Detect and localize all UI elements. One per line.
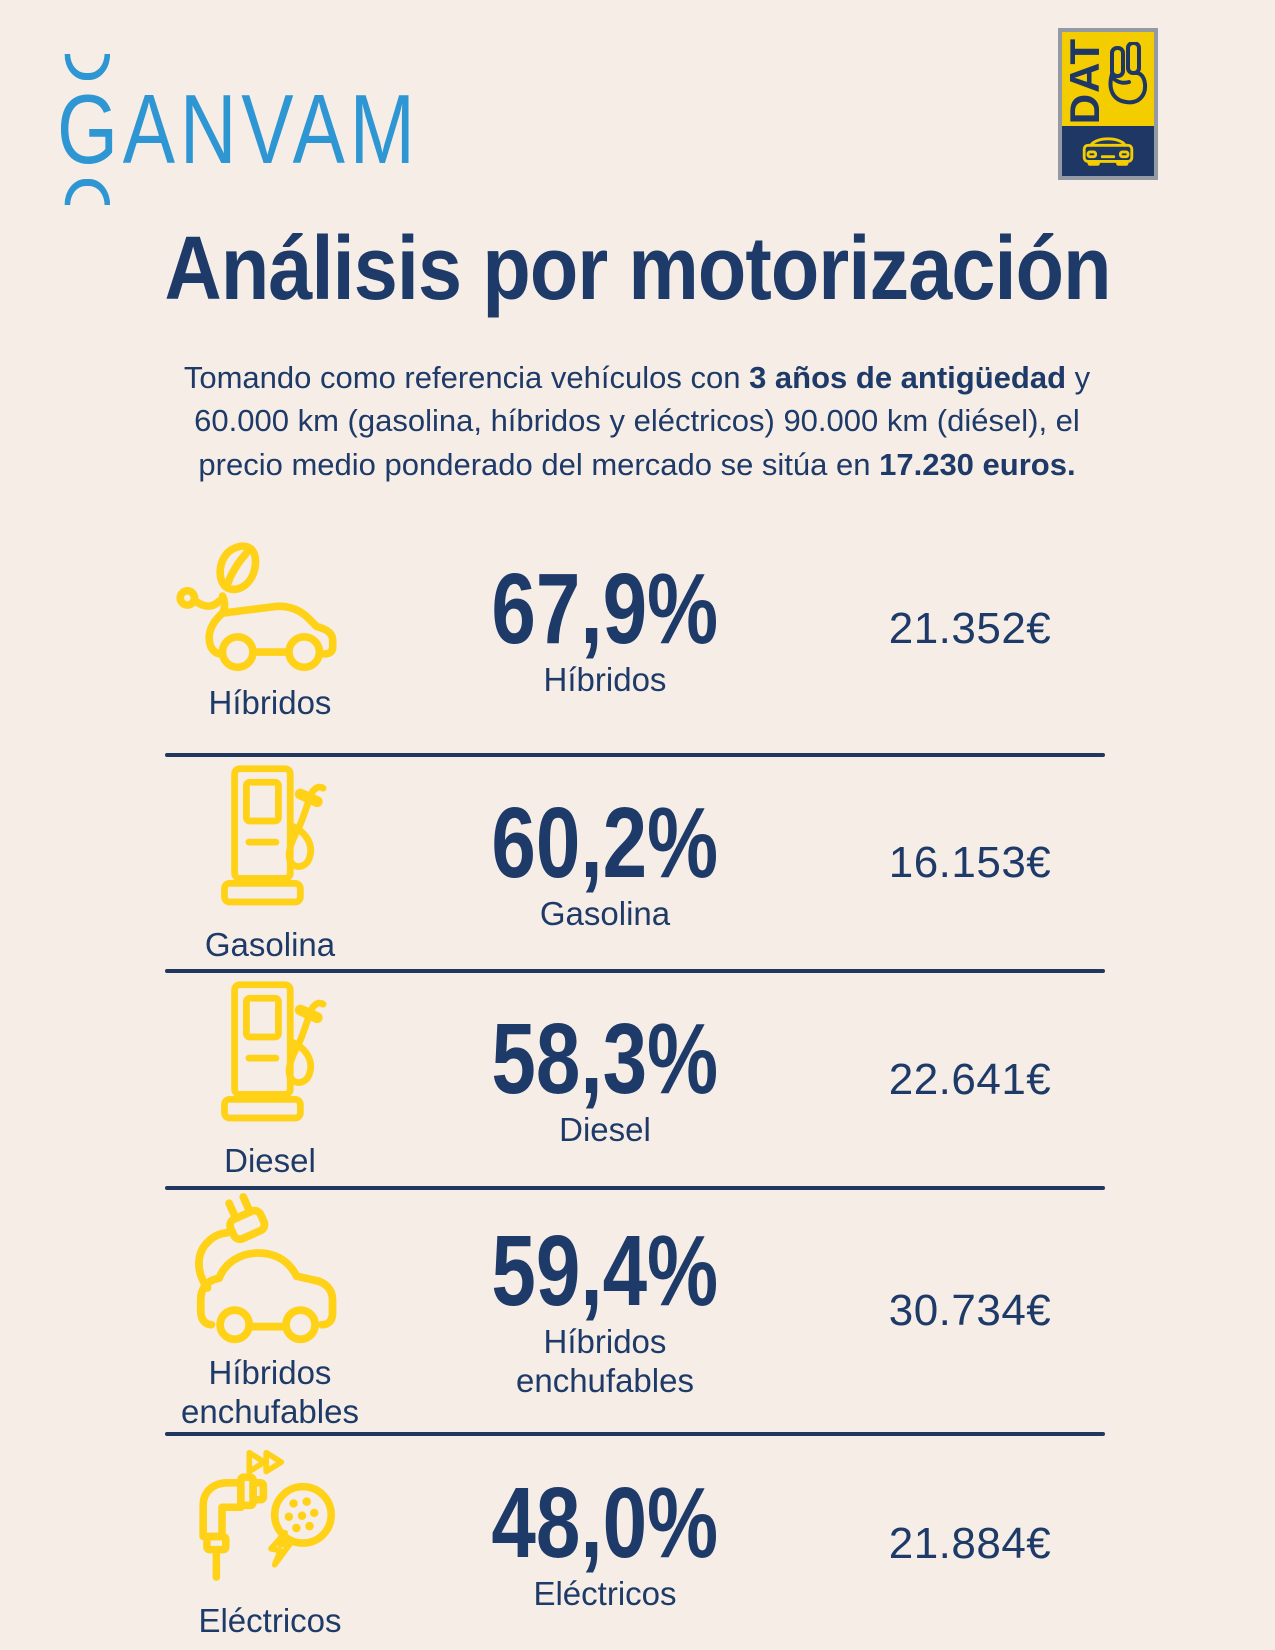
fuel-pump-icon [221,981,327,1122]
percent-label: Eléctricos [533,1575,677,1613]
row-divider [165,969,1105,973]
dat-logo-label: DAT [1061,38,1108,125]
intro-text: Tomando como referencia vehículos con 3 … [183,360,1091,482]
row-diesel: Diesel 58,3% Diesel 22.641€ [165,973,1105,1186]
ganvam-logo-text: ANVAM [122,74,420,184]
page-title: Análisis por motorización [164,219,1111,319]
car-front-icon [1082,137,1134,166]
ganvam-logo: GANVAM [57,80,420,178]
icon-label: Híbridos enchufables [181,1353,359,1430]
dat-logo: DAT [1058,28,1158,180]
price-value: 21.352€ [888,604,1052,653]
fuel-pump-icon [221,764,327,905]
price-value: 21.884€ [888,1518,1052,1568]
percent-value: 60,2% [491,786,719,899]
row-divider [165,1186,1105,1190]
percent-value: 48,0% [491,1467,719,1580]
row-hibridos: Híbridos 67,9% Híbridos 21.352€ [165,505,1105,753]
percent-label: Diesel [559,1111,651,1149]
row-divider [165,1432,1105,1436]
row-hibridos-enchufables: Híbridos enchufables 59,4% Híbridos ench… [165,1190,1105,1432]
dat-logo-top: DAT [1061,32,1154,126]
icon-label: Gasolina [204,925,336,963]
price-value: 30.734€ [888,1286,1052,1335]
row-gasolina: Gasolina 60,2% Gasolina 16.153€ [165,757,1105,969]
price-value: 22.641€ [888,1054,1052,1104]
price-value: 16.153€ [888,838,1052,887]
oath-hand-icon [1108,42,1148,105]
ganvam-g-with-breves: G [57,74,123,184]
icon-label: Híbridos [208,683,332,721]
motorization-table: Híbridos 67,9% Híbridos 21.352€ [165,505,1105,1650]
percent-value: 58,3% [491,1003,719,1116]
percent-label: Híbridos enchufables [515,1323,694,1399]
percent-label: Híbridos [543,660,667,698]
percent-value: 67,9% [491,552,719,665]
percent-label: Gasolina [539,894,671,932]
icon-label: Diesel [224,1142,316,1180]
icon-label: Eléctricos [198,1602,342,1640]
row-electricos: Eléctricos 48,0% Eléctricos 21.884€ [165,1436,1105,1650]
ev-charger-icon [199,1449,335,1581]
percent-value: 59,4% [491,1215,719,1328]
row-divider [165,753,1105,757]
hybrid-car-icon [176,541,337,671]
dat-logo-bottom [1062,126,1154,176]
plugin-hybrid-car-icon [194,1192,336,1343]
